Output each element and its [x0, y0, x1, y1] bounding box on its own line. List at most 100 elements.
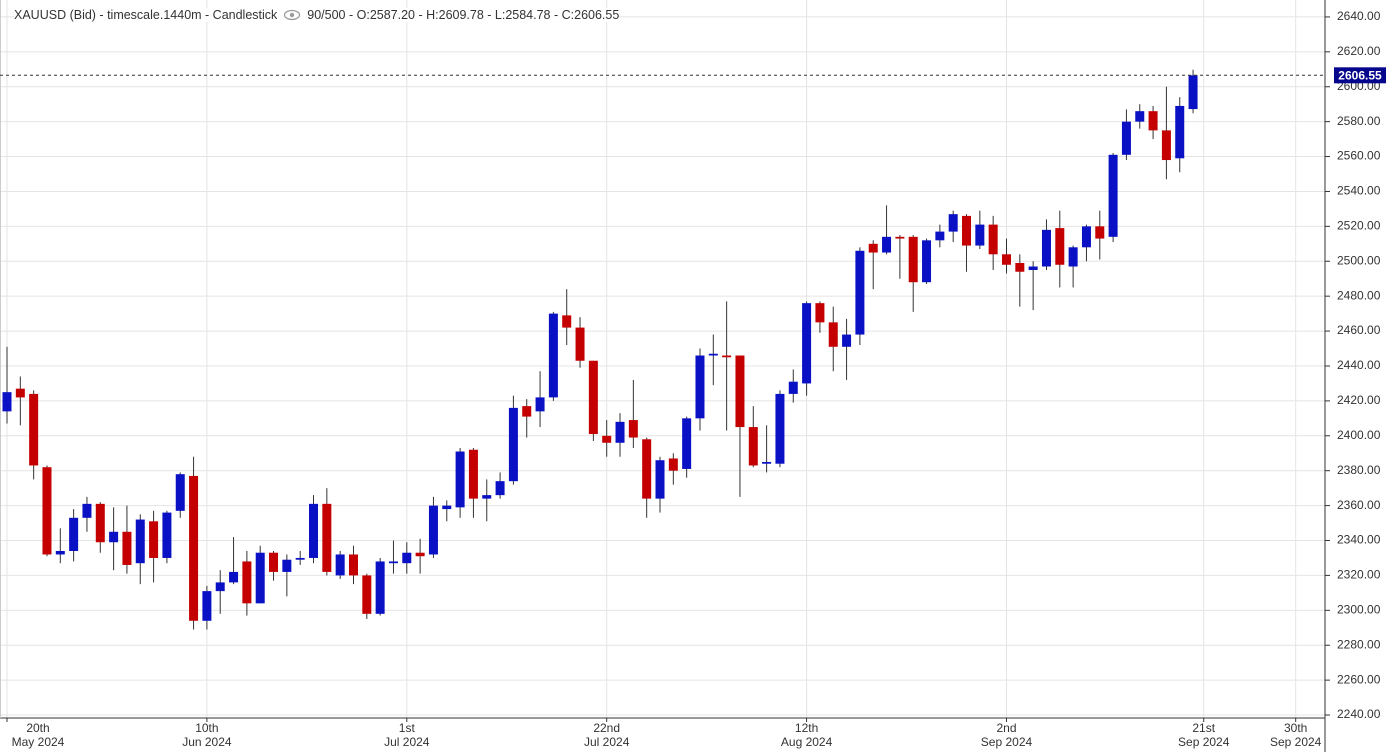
x-tick-label: 10th Jun 2024	[182, 721, 232, 749]
candle-body	[415, 552, 425, 557]
candle-body	[668, 458, 678, 471]
candle-body	[482, 495, 492, 499]
candle-body	[202, 591, 212, 621]
candle-body	[1068, 247, 1078, 267]
y-tick-label: 2240.00	[1337, 707, 1381, 721]
eye-icon[interactable]	[283, 9, 301, 21]
candle-body	[988, 224, 998, 255]
grid	[0, 0, 1325, 718]
candle-body	[242, 561, 252, 604]
last-price-label: 2606.55	[1338, 68, 1382, 82]
candle-body	[882, 236, 892, 253]
candle-body	[628, 420, 638, 438]
candle-body	[1148, 111, 1158, 131]
candle-body	[82, 503, 92, 518]
candle-body	[828, 322, 838, 347]
candle-body	[1175, 105, 1185, 159]
candle-body	[975, 224, 985, 246]
candle-body	[55, 550, 65, 555]
candle-body	[42, 467, 52, 555]
candle-body	[362, 575, 372, 614]
candle-body	[802, 303, 812, 384]
candle-body	[295, 557, 305, 560]
y-tick-label: 2620.00	[1337, 44, 1381, 58]
y-tick-label: 2340.00	[1337, 533, 1381, 547]
y-tick-label: 2420.00	[1337, 393, 1381, 407]
candle-body	[722, 355, 732, 358]
x-tick-label: 1st Jul 2024	[384, 721, 430, 749]
candle-body	[149, 521, 159, 558]
candle-body	[522, 406, 532, 417]
candle-body	[95, 503, 105, 543]
candle-body	[1135, 111, 1145, 122]
y-tick-label: 2360.00	[1337, 498, 1381, 512]
candle-body	[1121, 121, 1131, 155]
candles	[2, 69, 1198, 630]
candle-body	[109, 531, 119, 543]
candle-body	[735, 355, 745, 428]
candle-body	[442, 505, 452, 510]
y-tick-label: 2540.00	[1337, 184, 1381, 198]
chart-title: XAUUSD (Bid) - timescale.1440m - Candles…	[14, 8, 278, 22]
candle-body	[135, 519, 145, 564]
candle-body	[322, 503, 332, 572]
candle-body	[682, 418, 692, 469]
candle-body	[962, 215, 972, 246]
candle-body	[1055, 228, 1065, 265]
candle-body	[269, 552, 279, 572]
y-tick-label: 2460.00	[1337, 323, 1381, 337]
candle-body	[815, 303, 825, 323]
y-tick-label: 2440.00	[1337, 358, 1381, 372]
x-tick-label: 22nd Jul 2024	[584, 721, 630, 749]
candle-body	[788, 381, 798, 394]
x-tick-label: 21st Sep 2024	[1178, 721, 1230, 749]
candle-body	[375, 561, 385, 614]
candle-body	[895, 236, 905, 239]
y-tick-label: 2580.00	[1337, 114, 1381, 128]
candle-body	[1108, 154, 1118, 237]
y-tick-label: 2560.00	[1337, 149, 1381, 163]
candle-body	[348, 554, 358, 576]
x-tick-label: 2nd Sep 2024	[980, 721, 1033, 749]
candle-body	[842, 334, 852, 347]
y-tick-label: 2280.00	[1337, 637, 1381, 651]
y-tick-label: 2500.00	[1337, 253, 1381, 267]
x-tick-label: 30th Sep 2024	[1269, 721, 1322, 749]
y-tick-label: 2260.00	[1337, 672, 1381, 686]
candle-body	[1161, 130, 1171, 161]
candle-body	[602, 435, 612, 443]
header: XAUUSD (Bid) - timescale.1440m - Candles…	[14, 8, 620, 22]
candle-body	[775, 393, 785, 464]
candle-body	[655, 460, 665, 499]
y-tick-label: 2520.00	[1337, 219, 1381, 233]
candle-body	[708, 353, 718, 356]
candle-body	[535, 397, 545, 412]
y-tick-label: 2300.00	[1337, 602, 1381, 616]
x-tick-label: 12th Aug 2024	[780, 721, 833, 749]
candle-body	[748, 427, 758, 466]
candle-body	[215, 582, 225, 592]
candle-body	[2, 392, 12, 412]
candle-body	[935, 231, 945, 241]
y-tick-label: 2320.00	[1337, 568, 1381, 582]
y-tick-label: 2480.00	[1337, 288, 1381, 302]
candle-body	[122, 531, 132, 565]
candle-body	[189, 475, 199, 621]
y-tick-label: 2400.00	[1337, 428, 1381, 442]
candle-body	[282, 559, 292, 572]
x-tick-label: 20th May 2024	[11, 721, 65, 749]
candle-body	[1081, 226, 1091, 248]
candle-body	[1041, 229, 1051, 267]
candle-body	[309, 503, 319, 558]
candle-body	[229, 571, 239, 583]
candle-body	[495, 481, 505, 496]
candle-body	[69, 517, 79, 551]
y-tick-label: 2380.00	[1337, 463, 1381, 477]
candle-body	[388, 561, 398, 564]
candle-body	[335, 554, 345, 576]
candle-body	[562, 315, 572, 328]
candle-body	[508, 407, 518, 482]
last-price-box	[1334, 67, 1386, 84]
candle-body	[1015, 263, 1025, 272]
